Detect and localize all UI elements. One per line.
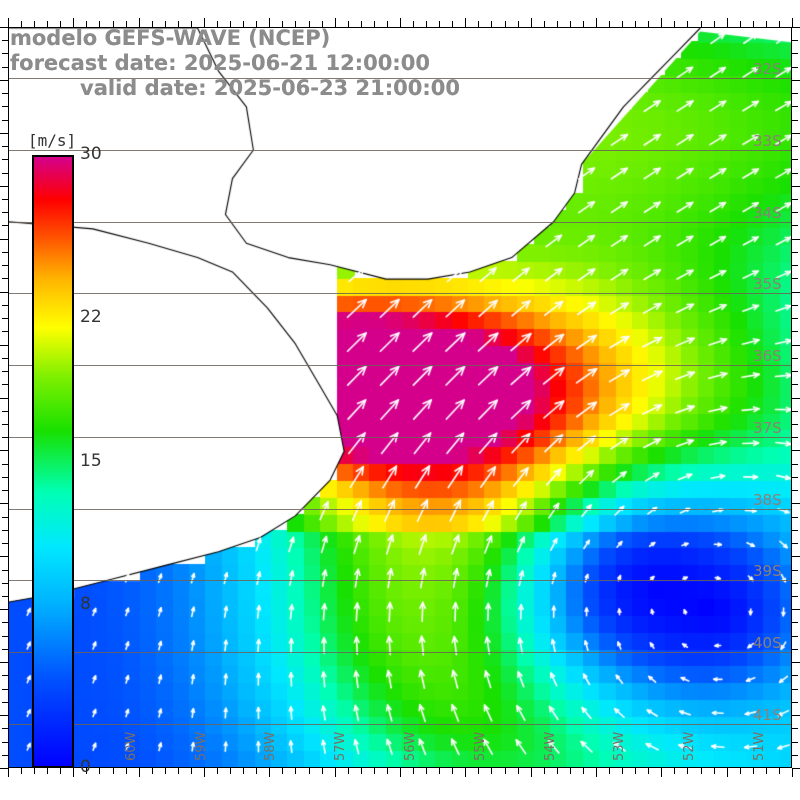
forecast-date: forecast date: 2025-06-21 12:00:00: [10, 51, 430, 75]
lat-label-41S: 41S: [753, 706, 782, 724]
lon-label-54W: 54W: [543, 731, 558, 761]
lat-label-37S: 37S: [753, 419, 782, 437]
lat-label-34S: 34S: [753, 204, 782, 222]
lat-label-32S: 32S: [753, 60, 782, 78]
map-plot-area[interactable]: 61W60W59W58W57W56W55W54W53W52W51W 32S33S…: [8, 27, 792, 768]
colorbar-tick-30: 30: [80, 144, 102, 164]
lon-label-59W: 59W: [194, 731, 209, 761]
valid-date: valid date: 2025-06-23 21:00:00: [80, 76, 460, 100]
right-axis-ruler: [792, 27, 800, 769]
left-axis-ruler: [0, 27, 8, 769]
lon-label-60W: 60W: [124, 731, 139, 761]
title-block: modelo GEFS-WAVE (NCEP) forecast date: 2…: [10, 26, 530, 101]
colorbar-tick-15: 15: [80, 450, 102, 471]
colorbar-tick-22: 22: [80, 307, 102, 328]
colorbar-tick-0: 0: [80, 757, 91, 777]
lat-label-35S: 35S: [753, 275, 782, 293]
lat-label-38S: 38S: [753, 491, 782, 509]
lon-label-53W: 53W: [612, 731, 627, 761]
lon-label-51W: 51W: [752, 731, 767, 761]
lat-label-33S: 33S: [753, 132, 782, 150]
parallel-37S: [9, 437, 791, 438]
lon-label-57W: 57W: [333, 731, 348, 761]
parallel-36S: [9, 365, 791, 366]
lat-label-40S: 40S: [753, 634, 782, 652]
wind-field-canvas: [9, 28, 791, 767]
lat-label-36S: 36S: [753, 347, 782, 365]
parallel-40S: [9, 652, 791, 653]
parallel-34S: [9, 222, 791, 223]
parallel-41S: [9, 724, 791, 725]
parallel-38S: [9, 509, 791, 510]
colorbar-unit-label: [m/s]: [28, 131, 77, 150]
parallel-39S: [9, 580, 791, 581]
lon-label-55W: 55W: [473, 731, 488, 761]
lon-label-58W: 58W: [263, 731, 278, 761]
model-title: modelo GEFS-WAVE (NCEP): [10, 26, 331, 50]
top-axis-ruler: [8, 16, 793, 27]
parallel-33S: [9, 150, 791, 151]
parallel-32S: [9, 78, 791, 79]
lon-label-56W: 56W: [403, 731, 418, 761]
colorbar-tick-8: 8: [80, 593, 91, 614]
colorbar-gradient: [32, 155, 74, 768]
lon-label-52W: 52W: [682, 731, 697, 761]
lat-label-39S: 39S: [753, 562, 782, 580]
colorbar[interactable]: 30 22 15 8 0: [32, 144, 102, 777]
bottom-axis-ruler: [8, 768, 793, 779]
parallel-35S: [9, 293, 791, 294]
